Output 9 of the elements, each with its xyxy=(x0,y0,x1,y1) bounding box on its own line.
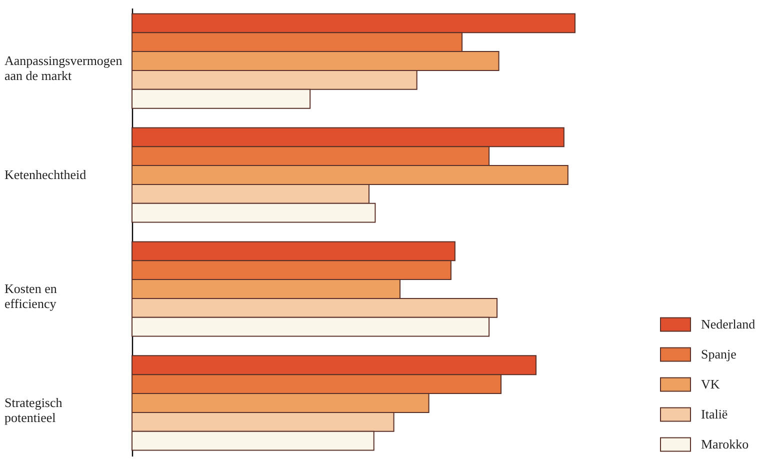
legend-label: Nederland xyxy=(701,316,756,332)
legend-label: Italië xyxy=(701,406,728,422)
legend-label: Marokko xyxy=(701,436,749,452)
legend-label: Spanje xyxy=(701,346,737,362)
y-tick-label: Ketenhechtheid xyxy=(4,167,87,182)
y-tick-label: Strategisch potentieel xyxy=(4,394,63,425)
legend-label: VK xyxy=(701,376,720,392)
y-tick-label: Aanpassingsvermogen aan de markt xyxy=(4,53,123,84)
y-tick-label: Kosten en efficiency xyxy=(4,280,58,311)
